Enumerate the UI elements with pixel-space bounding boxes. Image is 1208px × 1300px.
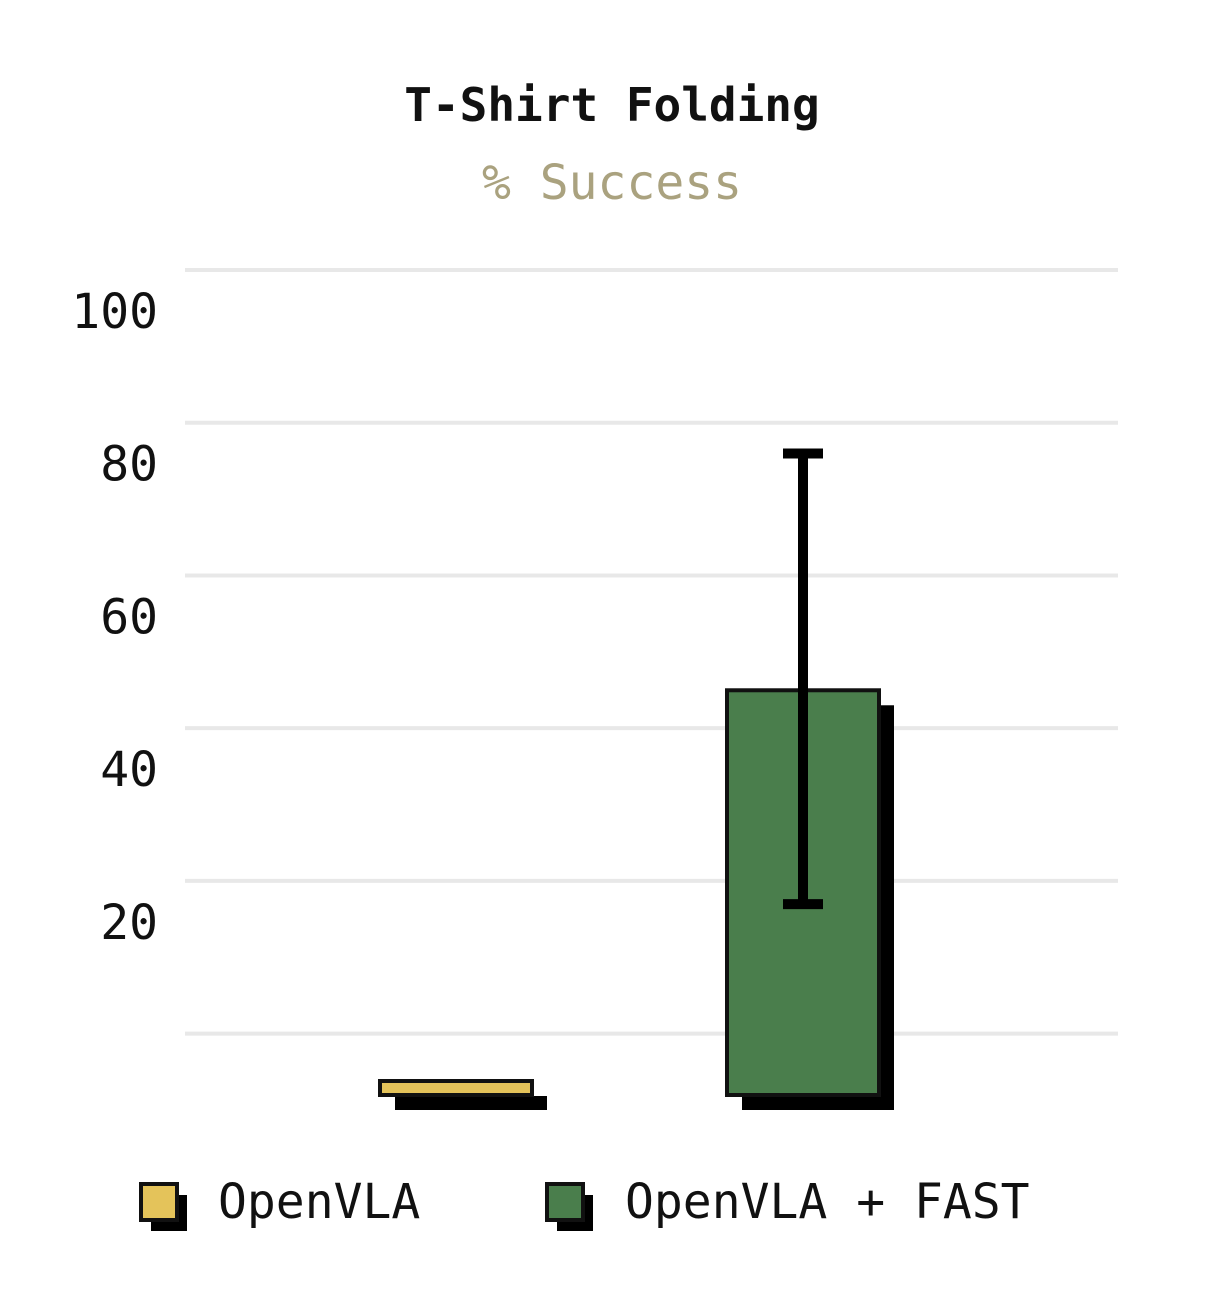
y-tick-label: 100 [71, 284, 158, 340]
chart-title: T-Shirt Folding [404, 78, 819, 132]
y-tick-label: 20 [100, 895, 158, 951]
chart-subtitle: % Success [482, 155, 742, 211]
legend: OpenVLA OpenVLA + FAST [139, 1174, 1030, 1231]
legend-item-openvla: OpenVLA [139, 1174, 420, 1231]
y-tick-label: 80 [100, 437, 158, 493]
legend-swatch [545, 1182, 585, 1222]
gridlines [185, 268, 1118, 1036]
bar-openvla [378, 1079, 534, 1097]
bar-shadow [395, 1096, 547, 1110]
bars [378, 448, 894, 1110]
legend-item-openvla-fast: OpenVLA + FAST [545, 1174, 1030, 1231]
legend-swatch [139, 1182, 179, 1222]
y-axis-ticks: 20 40 60 80 100 [71, 284, 158, 951]
legend-label: OpenVLA + FAST [625, 1174, 1030, 1230]
error-bar [783, 448, 823, 910]
y-tick-label: 60 [100, 589, 158, 645]
y-tick-label: 40 [100, 742, 158, 798]
legend-label: OpenVLA [218, 1174, 420, 1230]
